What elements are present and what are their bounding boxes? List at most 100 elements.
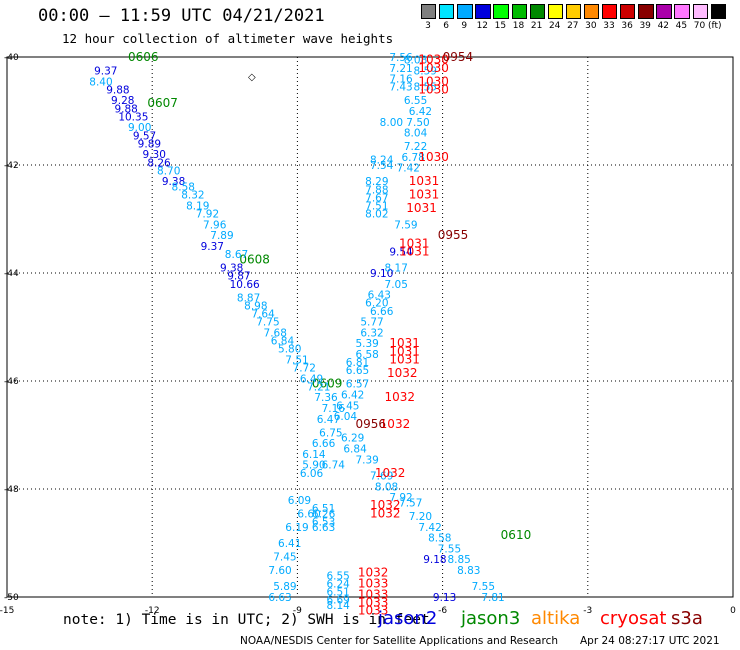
swh-value-label: 8.59 [414, 66, 437, 78]
swh-value-label: 6.43 [368, 290, 391, 302]
lon-tick-label: -6 [438, 606, 447, 616]
swh-value-label: 6.51 [326, 587, 349, 599]
swh-value-label: 8.19 [186, 201, 209, 213]
scale-swatch [692, 4, 708, 19]
scale-swatch [421, 4, 437, 19]
swh-value-label: 9.88 [106, 84, 129, 96]
swh-value-label: 7.16 [322, 403, 346, 415]
swh-value-label: 7.36 [314, 392, 338, 404]
swh-value-label: 6.63 [268, 592, 291, 604]
swh-value-label: 1032 [385, 390, 416, 404]
swh-value-label: 7.68 [264, 327, 287, 339]
swh-value-label: 8.32 [181, 190, 204, 202]
swh-value-label: 6.20 [365, 298, 388, 310]
swh-value-label: 9.28 [111, 95, 134, 107]
swh-value-label: 7.69 [370, 471, 393, 483]
swh-value-label: 6.74 [322, 460, 346, 472]
swh-value-label: 9.87 [227, 271, 250, 283]
swh-value-label: 1031 [389, 352, 420, 366]
swh-value-label: 9.00 [128, 122, 151, 134]
lat-tick-label: -50 [4, 593, 19, 603]
swh-value-label: 6.65 [346, 365, 369, 377]
scale-swatch [602, 4, 618, 19]
swh-value-label: 6.84 [343, 444, 367, 456]
swh-value-label: 7.88 [365, 184, 388, 196]
swh-value-label: 6.60 [297, 508, 320, 520]
swh-value-label: 7.43 [389, 82, 412, 94]
scale-swatch [475, 4, 491, 19]
swh-value-label: 7.64 [251, 309, 275, 321]
legend-entry-jason3: jason3 [461, 608, 521, 629]
scale-label: 3 [425, 21, 431, 31]
legend-entry-cryosat: cryosat [600, 608, 667, 629]
swh-value-label: 1032 [358, 566, 389, 580]
swh-value-label: 7.67 [365, 192, 388, 204]
scale-label: 45 [675, 21, 688, 31]
swh-value-label: 1032 [370, 506, 401, 520]
swh-value-label: 8.58 [428, 533, 451, 545]
swh-value-label: 6.58 [355, 349, 378, 361]
scale-swatch [565, 4, 582, 19]
swh-value-label: 6.69 [326, 595, 349, 607]
swh-value-label: 7.59 [394, 219, 417, 231]
scale-swatch [656, 4, 672, 19]
swh-value-label: 9.37 [94, 66, 117, 78]
scale-swatch [620, 4, 636, 19]
swh-value-label: 7.75 [256, 317, 279, 329]
swh-value-label: 1032 [380, 417, 411, 431]
scale-swatch [529, 4, 545, 19]
swh-value-label: 6.66 [370, 306, 394, 318]
swh-value-label: 6.29 [341, 433, 364, 445]
swh-value-label: 8.26 [147, 157, 171, 169]
swh-value-label: 9.38 [162, 176, 185, 188]
swh-value-label: 7.05 [385, 279, 408, 291]
swh-value-label: 6.04 [334, 411, 358, 423]
swh-value-label: 6.78 [401, 152, 424, 164]
swh-value-label: 9.88 [114, 103, 137, 115]
swh-value-label: 8.08 [375, 481, 398, 493]
swh-value-label: 8.00 [380, 117, 403, 129]
lon-tick-label: 0 [730, 606, 736, 616]
swh-value-label: 6.32 [360, 327, 383, 339]
swh-value-label: 6.55 [404, 95, 427, 107]
swh-value-label: 6.42 [409, 106, 432, 118]
swh-value-label: 6.55 [326, 570, 349, 582]
swh-value-label: 8.98 [244, 300, 267, 312]
swh-value-label: 8.24 [370, 155, 394, 167]
scale-swatch [547, 4, 564, 19]
legend-entry-s3a: s3a [671, 608, 703, 629]
island-marker: ◇ [248, 72, 256, 83]
swh-value-label: 1031 [389, 336, 420, 350]
swh-value-label: 8.40 [89, 76, 112, 88]
scale-label: 15 [494, 21, 507, 31]
swh-value-label: 9.10 [370, 268, 393, 280]
swh-value-label: 7.54 [370, 160, 394, 172]
swh-value-label: 6.53 [312, 516, 335, 528]
swh-value-label: 9.30 [143, 149, 166, 161]
swh-value-label: 6.26 [312, 508, 336, 520]
swh-value-label: 8.29 [365, 176, 388, 188]
swh-value-label: 6.63 [312, 522, 335, 534]
scale-label: 27 [567, 21, 579, 31]
swh-value-label: 6.84 [271, 336, 295, 348]
swh-value-label: 8.83 [457, 565, 480, 577]
swh-value-label: 7.92 [196, 209, 219, 221]
scale-swatch [710, 4, 726, 19]
swh-value-label: 9.38 [220, 263, 243, 275]
scale-label: 33 [603, 21, 615, 31]
swh-value-label: 5.89 [273, 581, 296, 593]
swh-value-label: 0608 [239, 253, 270, 267]
swh-value-label: 5.90 [302, 460, 325, 472]
swh-value-label: 1031 [409, 188, 440, 202]
swh-value-label: 9.18 [423, 554, 446, 566]
swh-value-label: 7.21 [307, 381, 330, 393]
swh-value-label: 7.81 [481, 592, 504, 604]
scale-label: 6 [443, 21, 449, 31]
swh-value-label: 5.77 [360, 317, 383, 329]
color-scale: 3 6 9 12 15 18 21 24 27 30 33 36 39 42 45 70 (ft) [421, 4, 729, 34]
lon-tick-label: -12 [145, 606, 160, 616]
scale-label: 9 [461, 21, 468, 31]
swh-value-label: 6.47 [317, 414, 340, 426]
